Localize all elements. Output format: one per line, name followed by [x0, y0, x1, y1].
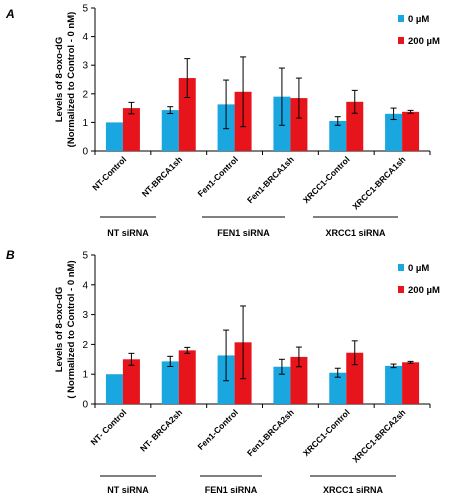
- panel-a-legend-label: 0 µM: [408, 14, 429, 25]
- panel-b-y-tick-label: 2: [82, 340, 88, 351]
- panel-a-y-tick-label: 5: [82, 4, 88, 15]
- panel-a-y-tick-label: 2: [82, 89, 88, 100]
- panel-a-y-tick-label: 4: [82, 32, 88, 43]
- panel-a-group-label: NT siRNA: [107, 228, 149, 238]
- panel-a-legend-swatch: [398, 15, 404, 22]
- panel-b-category-label: NT- BRCA2sh: [138, 407, 184, 453]
- panel-a-bar-200um: [346, 101, 364, 151]
- panel-b-group-label: XRCC1 siRNA: [323, 485, 384, 495]
- panel-a-y-axis-label: Levels of 8-oxo-dG: [54, 37, 65, 123]
- panel-a-category-label: NT-Control: [90, 154, 128, 192]
- panel-a-bar-200um: [122, 108, 140, 151]
- panel-b-y-axis-label: Levels of 8-oxo-dG: [54, 287, 65, 373]
- panel-b-bar-0um: [385, 365, 403, 404]
- panel-b-bar-200um: [346, 352, 364, 404]
- panel-a-legend-label: 200 µM: [408, 36, 440, 47]
- panel-a-y-tick-label: 0: [82, 147, 88, 158]
- panel-a-legend-swatch: [398, 37, 404, 44]
- panel-b-bar-200um: [402, 362, 420, 404]
- panel-a-bar-0um: [161, 110, 179, 151]
- panel-b-group-label: FEN1 siRNA: [205, 485, 258, 495]
- panel-b-y-tick-label: 5: [82, 251, 88, 262]
- panel-a-category-label: NT-BRCA1sh: [140, 154, 184, 198]
- panel-b-y-tick-label: 1: [82, 370, 88, 381]
- panel-a-group-label: XRCC1 siRNA: [325, 228, 386, 238]
- panel-a-category-label: XRCC1-Control: [301, 154, 352, 205]
- panel-b-category-label: Fen1-BRCA2sh: [245, 407, 296, 458]
- panel-b-group-label: NT siRNA: [107, 485, 149, 495]
- panel-b-legend-label: 200 µM: [408, 285, 440, 296]
- panel-a-category-label: XRCC1-BRCA1sh: [350, 154, 407, 211]
- panel-b-y-tick-label: 0: [82, 400, 88, 411]
- panel-a-y-tick-label: 3: [82, 61, 88, 72]
- panel-a-y-tick-label: 1: [82, 118, 88, 129]
- panel-b-y-tick-label: 3: [82, 310, 88, 321]
- panel-b-legend-swatch: [398, 286, 404, 293]
- panel-a-letter: A: [5, 7, 15, 21]
- panel-a-bar-200um: [290, 98, 308, 151]
- panel-a-group-label: FEN1 siRNA: [217, 228, 270, 238]
- panel-b-y-axis-label-line2: ( Normalized to Control - 0 nM): [66, 260, 77, 398]
- panel-b-bar-0um: [161, 361, 179, 404]
- panel-a-bar-0um: [329, 120, 347, 151]
- panel-b-bar-0um: [273, 366, 291, 404]
- panel-b-category-label: XRCC1-BRCA2sh: [350, 407, 407, 464]
- panel-b-bar-200um: [178, 350, 196, 404]
- panel-a-bar-0um: [105, 122, 123, 151]
- panel-b-y-tick-label: 4: [82, 280, 88, 291]
- panel-b-legend-swatch: [398, 264, 404, 271]
- panel-b-bar-0um: [105, 374, 123, 404]
- panel-b-category-label: XRCC1-Control: [301, 407, 352, 458]
- panel-a-category-label: Fen1-BRCA1sh: [245, 154, 296, 205]
- panel-a-y-axis-label-line2: (Normalized to Control - 0 nM): [66, 12, 77, 148]
- panel-a-bar-200um: [402, 111, 420, 151]
- panel-b-legend-label: 0 µM: [408, 263, 429, 274]
- panel-a-bar-0um: [385, 113, 403, 151]
- panel-b-category-label: NT- Control: [89, 407, 129, 447]
- panel-a-category-label: Fen1-Control: [196, 154, 240, 198]
- panel-b-bar-200um: [290, 356, 308, 404]
- panel-b-category-label: Fen1-Control: [196, 407, 240, 451]
- panel-a-bar-200um: [178, 78, 196, 151]
- panel-b-bar-0um: [329, 372, 347, 404]
- panel-b-bar-200um: [122, 359, 140, 404]
- panel-b-letter: B: [6, 248, 15, 262]
